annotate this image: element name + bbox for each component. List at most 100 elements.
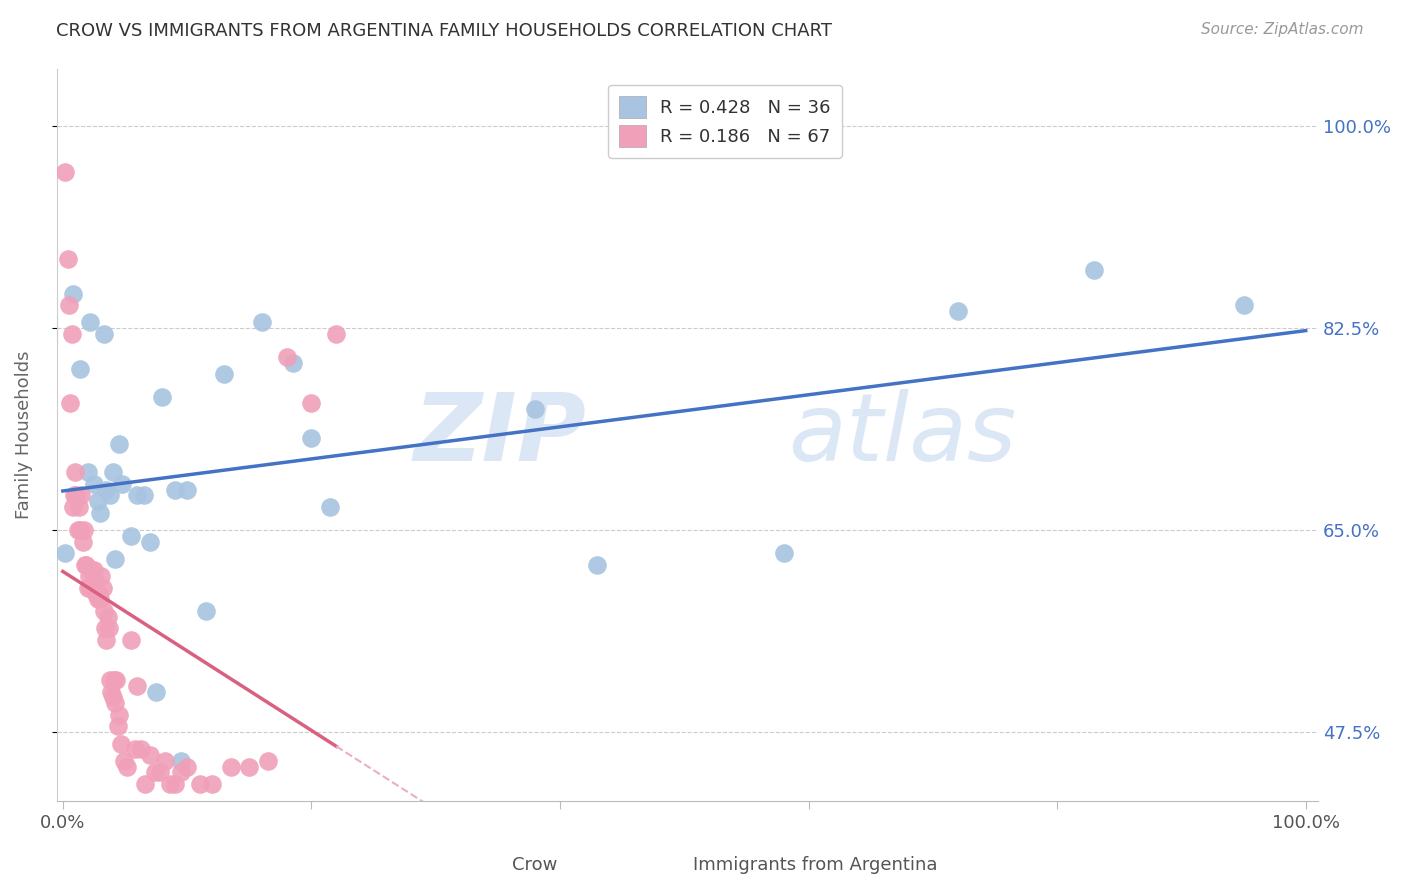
Point: [93, 604, 115, 618]
Point: [101, 466, 124, 480]
Point: [1232, 298, 1254, 312]
Point: [76, 466, 98, 480]
Point: [117, 759, 139, 773]
Point: [76, 581, 98, 595]
Point: [94, 621, 117, 635]
Point: [134, 777, 156, 791]
Point: [127, 488, 149, 502]
Point: [97, 609, 120, 624]
Point: [104, 696, 127, 710]
Point: [124, 742, 146, 756]
Point: [75, 558, 97, 572]
Point: [127, 679, 149, 693]
Point: [145, 684, 167, 698]
Point: [53, 546, 76, 560]
Point: [105, 673, 128, 687]
Point: [69, 361, 91, 376]
Point: [62, 500, 84, 514]
Point: [83, 476, 105, 491]
Point: [132, 488, 155, 502]
Point: [139, 534, 162, 549]
Point: [91, 581, 114, 595]
Point: [163, 483, 186, 497]
Point: [176, 759, 198, 773]
Point: [772, 546, 794, 560]
Point: [82, 581, 104, 595]
Point: [89, 506, 111, 520]
Text: Source: ZipAtlas.com: Source: ZipAtlas.com: [1201, 22, 1364, 37]
Point: [87, 586, 110, 600]
Point: [90, 569, 112, 583]
Point: [139, 747, 162, 762]
Point: [257, 754, 280, 768]
Point: [149, 765, 172, 780]
Point: [59, 396, 82, 410]
Point: [103, 673, 125, 687]
Point: [219, 759, 242, 773]
Point: [214, 368, 236, 382]
Point: [319, 500, 342, 514]
Point: [176, 483, 198, 497]
Legend: R = 0.428   N = 36, R = 0.186   N = 67: R = 0.428 N = 36, R = 0.186 N = 67: [609, 85, 842, 158]
Point: [98, 488, 121, 502]
Point: [946, 303, 969, 318]
Point: [93, 326, 115, 341]
Point: [53, 165, 76, 179]
Point: [299, 396, 322, 410]
Point: [84, 574, 107, 589]
Point: [80, 564, 103, 578]
Point: [86, 494, 108, 508]
Point: [107, 719, 129, 733]
Point: [72, 534, 94, 549]
Point: [66, 523, 89, 537]
Point: [89, 592, 111, 607]
Point: [58, 298, 80, 312]
Point: [65, 488, 87, 502]
Point: [238, 759, 260, 773]
Text: CROW VS IMMIGRANTS FROM ARGENTINA FAMILY HOUSEHOLDS CORRELATION CHART: CROW VS IMMIGRANTS FROM ARGENTINA FAMILY…: [56, 22, 832, 40]
Point: [56, 252, 79, 266]
Point: [524, 401, 547, 416]
Point: [69, 523, 91, 537]
Point: [86, 586, 108, 600]
Point: [77, 569, 100, 583]
Point: [159, 777, 181, 791]
Point: [79, 315, 101, 329]
Point: [129, 742, 152, 756]
Point: [1083, 263, 1105, 277]
Y-axis label: Family Households: Family Households: [15, 351, 32, 519]
Point: [250, 315, 273, 329]
Point: [60, 326, 83, 341]
Point: [153, 754, 176, 768]
Point: [120, 632, 142, 647]
Point: [107, 707, 129, 722]
Point: [104, 552, 127, 566]
Point: [110, 737, 132, 751]
Point: [73, 523, 96, 537]
Point: [70, 488, 93, 502]
Point: [96, 632, 118, 647]
Point: [150, 390, 173, 404]
Point: [107, 436, 129, 450]
Point: [62, 286, 84, 301]
Point: [83, 564, 105, 578]
Point: [325, 326, 347, 341]
Point: [201, 777, 224, 791]
Point: [101, 690, 124, 705]
Point: [98, 673, 121, 687]
Point: [86, 592, 108, 607]
Text: Crow: Crow: [512, 855, 557, 873]
Point: [75, 558, 97, 572]
Point: [96, 483, 118, 497]
Point: [65, 466, 87, 480]
Point: [111, 476, 134, 491]
Point: [194, 604, 217, 618]
Point: [112, 754, 135, 768]
Point: [276, 350, 298, 364]
Point: [170, 754, 193, 768]
Point: [188, 777, 211, 791]
Point: [299, 431, 322, 445]
Point: [100, 684, 122, 698]
Point: [79, 581, 101, 595]
Text: atlas: atlas: [789, 390, 1017, 481]
